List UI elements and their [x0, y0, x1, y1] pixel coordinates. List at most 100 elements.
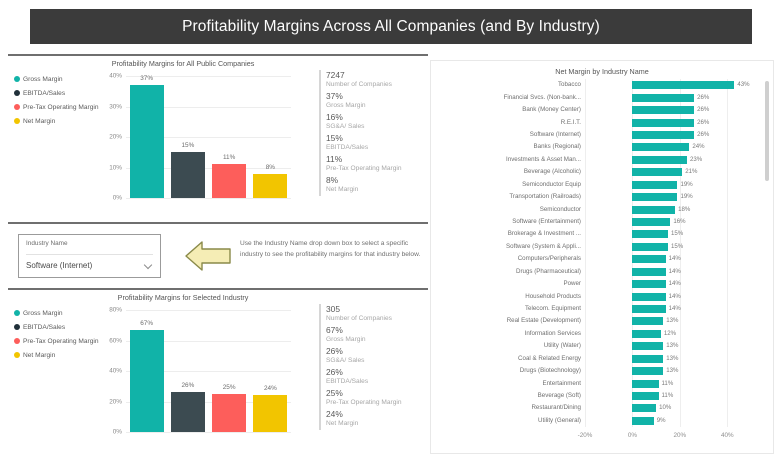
chart-bar[interactable] [212, 164, 247, 198]
legend-item[interactable]: Gross Margin [14, 72, 99, 86]
legend-item-label: EBITDA/Sales [23, 323, 66, 331]
chart-bar[interactable] [632, 304, 666, 313]
category-label[interactable]: Household Products [525, 292, 581, 300]
chart-bar[interactable] [253, 173, 288, 198]
legend-color-dot-icon [14, 118, 20, 124]
chart-bar[interactable] [632, 280, 666, 289]
category-label[interactable]: Brokerage & Investment ... [507, 230, 581, 238]
chart-bar[interactable] [632, 342, 664, 351]
chart-bar[interactable] [632, 317, 664, 326]
all-companies-column-chart[interactable]: 0% 10% 20% 30% 40% 37% 15% 11% 8% [109, 73, 291, 202]
vertical-scrollbar[interactable] [765, 81, 769, 181]
y-axis-tick-label: 80% [109, 306, 122, 314]
chart-bar[interactable] [129, 85, 164, 198]
chart-bar[interactable] [632, 143, 690, 152]
chart-bar[interactable] [632, 391, 659, 400]
y-axis-tick-label: 20% [109, 398, 122, 405]
chart-bar[interactable] [632, 379, 659, 388]
legend-item[interactable]: Net Margin [14, 114, 99, 128]
chart-bar[interactable] [632, 255, 666, 264]
chart-bar[interactable] [212, 393, 247, 432]
legend-item[interactable]: Pre-Tax Operating Margin [14, 334, 99, 348]
chart-bar[interactable] [632, 404, 657, 413]
category-label[interactable]: Computers/Peripherals [517, 255, 581, 263]
chart-bar[interactable] [632, 416, 654, 425]
category-label[interactable]: Semiconductor [539, 205, 581, 213]
chart-bar[interactable] [632, 242, 668, 251]
category-label[interactable]: Software (Entertainment) [512, 217, 581, 225]
category-label[interactable]: Power [563, 280, 581, 288]
category-label[interactable]: R.E.I.T. [560, 118, 581, 126]
kpi-card: 16% SG&A/ Sales [326, 112, 426, 131]
chart-bar[interactable] [129, 329, 164, 432]
category-label[interactable]: Tobacco [557, 81, 581, 89]
category-label[interactable]: Software (System & Appli... [506, 242, 581, 250]
gridline [632, 79, 634, 427]
industry-name-slicer[interactable]: Industry Name Software (Internet) [18, 234, 161, 278]
kpi-label: SG&A/ Sales [326, 123, 365, 130]
legend-item[interactable]: Net Margin [14, 348, 99, 362]
chart-bar[interactable] [632, 230, 668, 239]
category-label[interactable]: Transportation (Railroads) [509, 193, 581, 201]
net-margin-by-industry-panel[interactable]: Net Margin by Industry Name -20% 0% 20% 40%… [430, 60, 774, 454]
category-label[interactable]: Coal & Related Energy [518, 354, 581, 362]
chart-bar[interactable] [170, 152, 205, 198]
chart-bar[interactable] [632, 118, 695, 127]
category-label[interactable]: Beverage (Soft) [537, 391, 581, 399]
kpi-card: 67% Gross Margin [326, 325, 426, 344]
gridline [126, 76, 291, 77]
kpi-card: 15% EBITDA/Sales [326, 133, 426, 152]
category-label[interactable]: Software (Internet) [529, 130, 581, 138]
chart-bar[interactable] [632, 180, 678, 189]
chart-bar[interactable] [632, 130, 695, 139]
slicer-dropdown[interactable]: Software (Internet) [26, 254, 153, 270]
chart-bar[interactable] [632, 155, 687, 164]
category-label[interactable]: Banks (Regional) [533, 143, 581, 151]
selected-industry-column-chart[interactable]: 0% 20% 40% 60% 80% 67% 26% 25% 24% [109, 307, 291, 436]
category-label[interactable]: Financial Svcs. (Non-bank... [503, 93, 581, 101]
category-label[interactable]: Beverage (Alcoholic) [523, 168, 581, 176]
callout-arrow-icon [185, 241, 231, 271]
bar-value-label: 19% [680, 193, 693, 201]
net-margin-plot[interactable]: -20% 0% 20% 40% Tobacco 43% Financial Svcs. (N… [431, 79, 775, 449]
kpi-label: Pre-Tax Operating Margin [326, 165, 402, 172]
category-label[interactable]: Information Services [524, 329, 581, 337]
chart-bar[interactable] [253, 395, 288, 432]
chart-bar[interactable] [632, 367, 664, 376]
chart-bar[interactable] [632, 81, 735, 90]
bar-value-label: 14% [668, 255, 681, 263]
category-label[interactable]: Semiconductor Equip [522, 180, 581, 188]
chart-bar[interactable] [632, 168, 683, 177]
chart-bar[interactable] [632, 354, 664, 363]
chart-bar[interactable] [632, 106, 695, 115]
category-label[interactable]: Drugs (Biotechnology) [519, 367, 581, 375]
kpi-value: 7247 [326, 70, 345, 80]
chart-bar[interactable] [632, 292, 666, 301]
category-label[interactable]: Restaurant/Dining [531, 404, 581, 412]
category-label[interactable]: Real Estate (Development) [506, 317, 581, 325]
slicer-panel: Industry Name Software (Internet) Use th… [8, 222, 428, 284]
all-companies-legend: Gross Margin EBITDA/Sales Pre-Tax Operatin… [14, 72, 99, 128]
category-label[interactable]: Investments & Asset Man... [506, 155, 581, 163]
chart-bar[interactable] [632, 329, 661, 338]
chart-bar[interactable] [632, 205, 676, 214]
y-axis-tick-label: 0% [112, 194, 122, 202]
chart-bar[interactable] [632, 93, 695, 102]
chart-bar[interactable] [632, 193, 678, 202]
chart-bar[interactable] [632, 267, 666, 276]
chart-bar[interactable] [632, 217, 671, 226]
bar-value-label: 14% [668, 292, 681, 300]
category-label[interactable]: Utility (Water) [543, 342, 581, 350]
category-label[interactable]: Utility (General) [538, 416, 581, 424]
chart-bar[interactable] [170, 392, 205, 432]
category-label[interactable]: Entertainment [542, 379, 581, 387]
legend-item[interactable]: EBITDA/Sales [14, 86, 99, 100]
category-label[interactable]: Drugs (Pharmaceutical) [516, 267, 581, 275]
legend-item[interactable]: Gross Margin [14, 306, 99, 320]
chevron-down-icon[interactable] [144, 261, 153, 270]
legend-item[interactable]: EBITDA/Sales [14, 320, 99, 334]
legend-item[interactable]: Pre-Tax Operating Margin [14, 100, 99, 114]
category-label[interactable]: Telecom. Equipment [524, 304, 581, 312]
kpi-value: 25% [326, 388, 343, 398]
category-label[interactable]: Bank (Money Center) [522, 106, 581, 114]
